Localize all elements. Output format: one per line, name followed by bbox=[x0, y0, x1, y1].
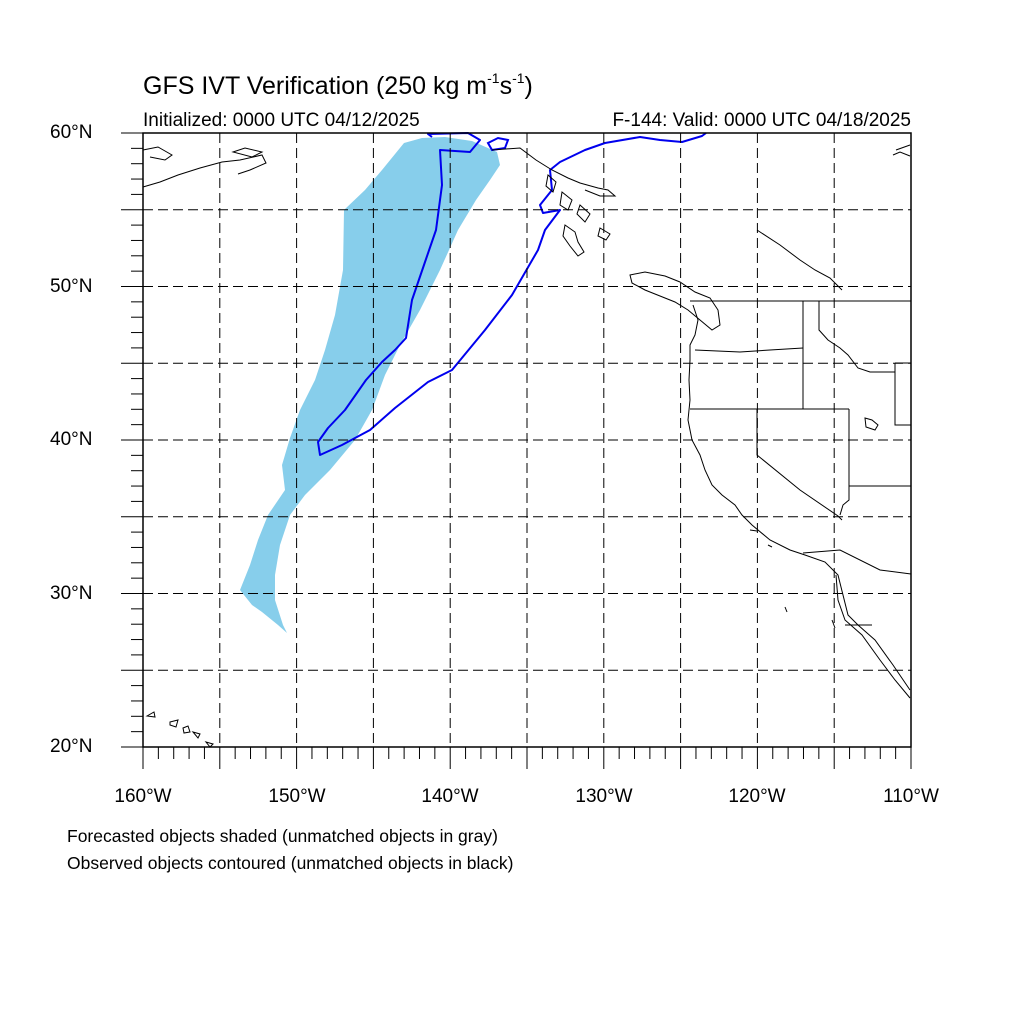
observed-contour bbox=[317, 132, 707, 456]
lon-label-140w: 140°W bbox=[421, 786, 479, 807]
lat-label-50n: 50°N bbox=[50, 276, 93, 297]
forecast-object bbox=[240, 137, 500, 633]
plot-title: GFS IVT Verification (250 kg m-1s-1) bbox=[143, 70, 533, 100]
small-islands bbox=[145, 417, 879, 748]
legend-note-forecast: Forecasted objects shaded (unmatched obj… bbox=[67, 826, 498, 846]
lat-label-40n: 40°N bbox=[50, 429, 93, 450]
lat-label-20n: 20°N bbox=[50, 736, 93, 757]
graticule bbox=[143, 133, 911, 747]
lon-label-110w: 110°W bbox=[883, 786, 939, 807]
observed-contour-small bbox=[486, 136, 510, 152]
lat-label-30n: 30°N bbox=[50, 583, 93, 604]
axis-ticks bbox=[121, 132, 912, 769]
lon-label-120w: 120°W bbox=[728, 786, 786, 807]
lon-label-130w: 130°W bbox=[575, 786, 633, 807]
lon-label-150w: 150°W bbox=[268, 786, 326, 807]
political-borders bbox=[690, 300, 912, 626]
lon-label-160w: 160°W bbox=[114, 786, 172, 807]
legend-note-observed: Observed objects contoured (unmatched ob… bbox=[67, 853, 514, 873]
coastlines bbox=[142, 144, 911, 699]
valid-time-label: F-144: Valid: 0000 UTC 04/18/2025 bbox=[612, 110, 911, 131]
lat-label-60n: 60°N bbox=[50, 122, 93, 143]
init-time-label: Initialized: 0000 UTC 04/12/2025 bbox=[143, 110, 420, 131]
